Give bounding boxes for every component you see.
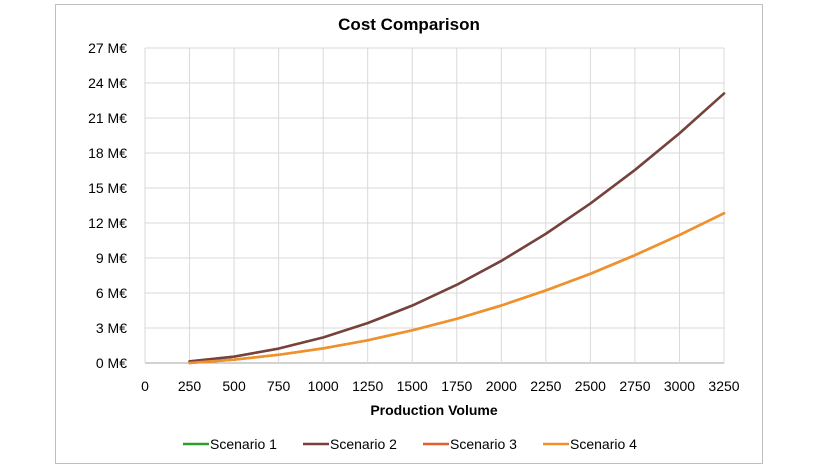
y-tick-label: 15 M€ [88, 180, 127, 196]
y-tick-label: 18 M€ [88, 145, 127, 161]
y-tick-label: 24 M€ [88, 75, 127, 91]
x-axis-ticks: 0 250 500 750 1000 1250 1500 1750 2000 2250 2500 27… [141, 378, 740, 394]
x-tick-label: 750 [267, 378, 291, 394]
x-tick-label: 2750 [619, 378, 650, 394]
series-lines [188, 92, 726, 365]
x-tick-label: 3250 [708, 378, 739, 394]
x-tick-label: 2000 [486, 378, 517, 394]
y-tick-label: 9 M€ [96, 250, 127, 266]
x-tick-label: 1500 [397, 378, 428, 394]
x-tick-label: 500 [222, 378, 246, 394]
y-tick-label: 27 M€ [88, 40, 127, 56]
x-tick-label: 250 [178, 378, 202, 394]
grid [144, 47, 725, 364]
y-tick-label: 21 M€ [88, 110, 127, 126]
x-tick-label: 1000 [308, 378, 339, 394]
series-line-2 [188, 92, 726, 363]
y-tick-label: 0 M€ [96, 355, 127, 371]
x-tick-label: 2500 [575, 378, 606, 394]
legend-label-1: Scenario 1 [210, 436, 277, 452]
y-tick-label: 3 M€ [96, 320, 127, 336]
legend-label-3: Scenario 3 [450, 436, 517, 452]
legend-label-2: Scenario 2 [330, 436, 397, 452]
series-line-4 [188, 211, 726, 365]
legend: Scenario 1 Scenario 2 Scenario 3 Scenario 4 [183, 436, 637, 452]
x-tick-label: 1750 [441, 378, 472, 394]
x-tick-label: 1250 [352, 378, 383, 394]
legend-label-4: Scenario 4 [570, 436, 637, 452]
x-tick-label: 0 [141, 378, 149, 394]
y-tick-label: 6 M€ [96, 285, 127, 301]
x-tick-label: 2250 [530, 378, 561, 394]
y-tick-label: 12 M€ [88, 215, 127, 231]
x-axis-title: Production Volume [370, 402, 498, 418]
chart-title: Cost Comparison [338, 15, 480, 34]
y-axis-ticks: 0 M€ 3 M€ 6 M€ 9 M€ 12 M€ 15 M€ 18 M€ 21 M€ 24 M… [88, 40, 127, 371]
chart-frame [55, 4, 763, 464]
x-tick-label: 3000 [664, 378, 695, 394]
